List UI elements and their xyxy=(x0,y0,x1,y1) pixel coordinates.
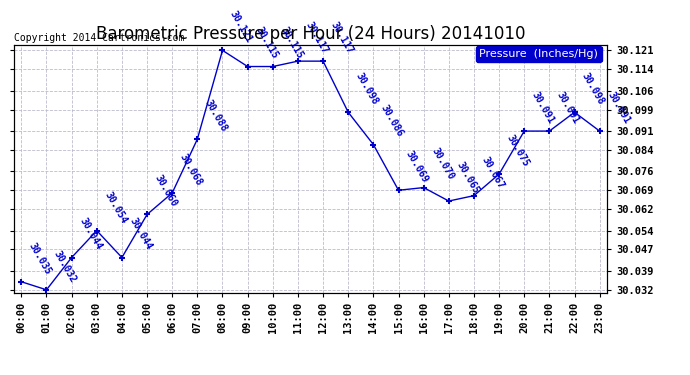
Text: 30.121: 30.121 xyxy=(228,9,255,45)
Text: 30.115: 30.115 xyxy=(278,26,304,61)
Text: 30.035: 30.035 xyxy=(27,241,53,276)
Text: 30.088: 30.088 xyxy=(203,98,229,134)
Text: 30.070: 30.070 xyxy=(429,147,455,182)
Text: 30.086: 30.086 xyxy=(379,104,405,139)
Text: 30.054: 30.054 xyxy=(102,189,128,225)
Text: 30.117: 30.117 xyxy=(304,20,330,56)
Text: 30.091: 30.091 xyxy=(555,90,581,126)
Legend: Pressure  (Inches/Hg): Pressure (Inches/Hg) xyxy=(476,46,602,62)
Text: 30.044: 30.044 xyxy=(128,216,154,252)
Text: 30.065: 30.065 xyxy=(454,160,481,195)
Text: 30.075: 30.075 xyxy=(504,133,531,169)
Text: Copyright 2014 Cartronics.com: Copyright 2014 Cartronics.com xyxy=(14,33,184,42)
Text: 30.068: 30.068 xyxy=(178,152,204,188)
Text: 30.032: 30.032 xyxy=(52,249,79,284)
Text: 30.091: 30.091 xyxy=(605,90,631,126)
Text: 30.069: 30.069 xyxy=(404,149,431,185)
Text: 30.044: 30.044 xyxy=(77,216,104,252)
Text: 30.115: 30.115 xyxy=(253,26,279,61)
Title: Barometric Pressure per Hour (24 Hours) 20141010: Barometric Pressure per Hour (24 Hours) … xyxy=(96,26,525,44)
Text: 30.098: 30.098 xyxy=(354,71,380,107)
Text: 30.117: 30.117 xyxy=(328,20,355,56)
Text: 30.098: 30.098 xyxy=(580,71,607,107)
Text: 30.060: 30.060 xyxy=(152,173,179,209)
Text: 30.091: 30.091 xyxy=(530,90,556,126)
Text: 30.067: 30.067 xyxy=(480,154,506,190)
